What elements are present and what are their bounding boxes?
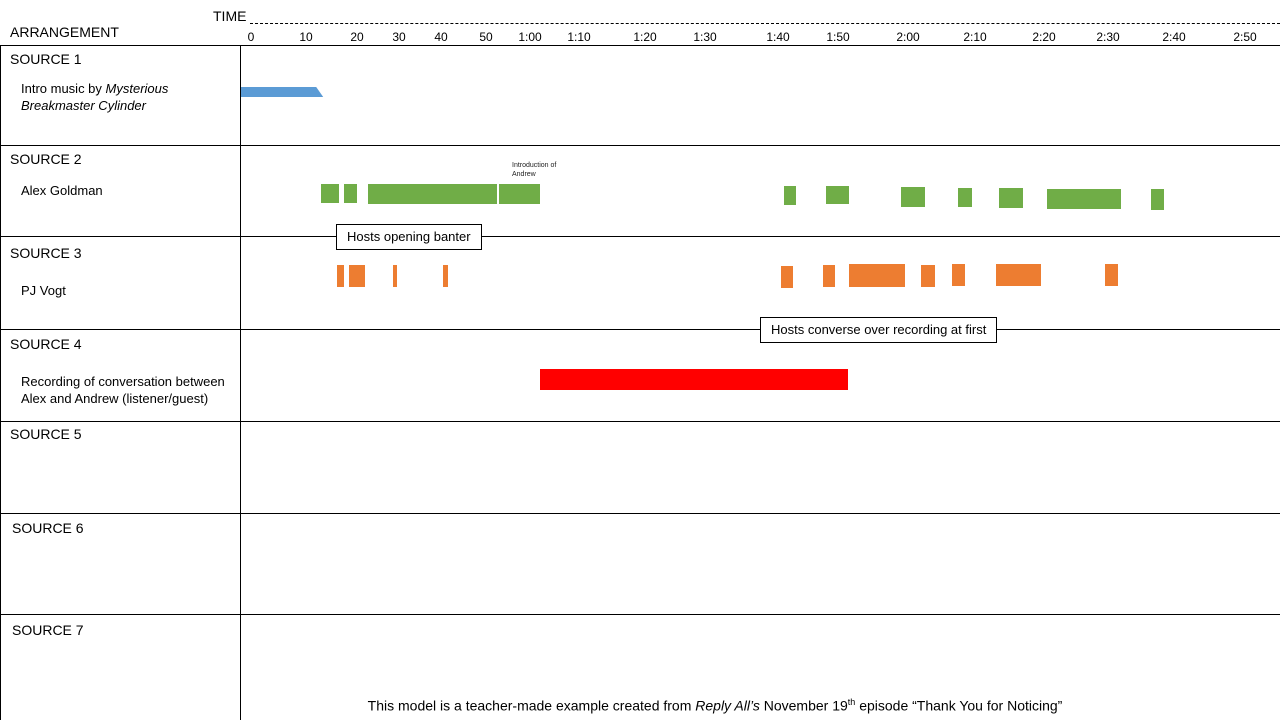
row-divider	[0, 145, 1280, 146]
source-3-segment	[392, 265, 397, 287]
source-2-description: Alex Goldman	[21, 183, 103, 198]
row-divider	[0, 421, 1280, 422]
source-2-segment	[1150, 189, 1165, 210]
time-tick-label: 2:40	[1162, 30, 1186, 44]
source-3-segment	[951, 264, 965, 286]
time-tick-label: 2:20	[1032, 30, 1056, 44]
source-3-segment	[995, 264, 1041, 286]
time-tick-label: 2:50	[1233, 30, 1257, 44]
footer-sup: th	[847, 697, 856, 707]
source-2-segment	[499, 184, 540, 204]
source-3-segment	[781, 266, 793, 288]
source-3-segment	[848, 264, 905, 287]
time-tick-label: 1:20	[633, 30, 657, 44]
time-tick-label: 20	[350, 30, 364, 44]
source-3-segment	[1104, 264, 1118, 286]
row-divider	[0, 614, 1280, 615]
footer-caption: This model is a teacher-made example cre…	[0, 697, 1280, 714]
source-5-title: SOURCE 5	[10, 426, 82, 442]
footer-middle: November 19	[759, 697, 848, 714]
source-3-segment	[336, 265, 345, 287]
source-4-title: SOURCE 4	[10, 336, 82, 352]
source-6-title: SOURCE 6	[12, 520, 84, 536]
time-tick-label: 10	[299, 30, 313, 44]
time-tick-label: 0	[247, 30, 255, 44]
source-4-segment	[539, 369, 849, 390]
arrangement-label: ARRANGEMENT	[10, 24, 119, 40]
source-1-description: Intro music by Mysterious Breakmaster Cy…	[21, 80, 168, 114]
source-1-desc-italic-2: Breakmaster Cylinder	[21, 98, 146, 113]
time-tick-label: 2:30	[1096, 30, 1120, 44]
source-4-desc-line1: Recording of conversation between	[21, 374, 225, 389]
source-2-segment	[826, 186, 849, 204]
source-3-title: SOURCE 3	[10, 245, 82, 261]
time-label: TIME	[213, 8, 247, 24]
time-tick-label: 1:30	[693, 30, 717, 44]
source-3-segment	[921, 265, 935, 287]
source-2-segment	[958, 188, 972, 207]
source-3-segment	[349, 265, 366, 287]
source-2-segment	[1047, 189, 1122, 209]
source-1-title: SOURCE 1	[10, 51, 82, 67]
source-3-segment	[443, 265, 448, 287]
footer-prefix: This model is a teacher-made example cre…	[367, 697, 696, 714]
row-divider	[0, 513, 1280, 514]
time-tick-label: 40	[434, 30, 448, 44]
source-3-description: PJ Vogt	[21, 283, 66, 298]
introduction-note: Introduction of Andrew	[512, 162, 557, 178]
time-tick-label: 2:10	[963, 30, 987, 44]
source-4-desc-line2: Alex and Andrew (listener/guest)	[21, 391, 209, 406]
callout-hosts-converse: Hosts converse over recording at first	[760, 317, 998, 343]
source-1-desc-italic: Mysterious	[105, 81, 169, 96]
time-tick-label: 1:10	[567, 30, 591, 44]
timeline-axis	[250, 23, 1280, 24]
source-2-segment	[321, 184, 340, 203]
time-tick-label: 1:40	[766, 30, 790, 44]
source-2-segment	[999, 188, 1024, 208]
source-2-segment	[367, 184, 497, 204]
source-1-segment	[241, 87, 324, 97]
time-tick-label: 50	[479, 30, 493, 44]
source-2-title: SOURCE 2	[10, 151, 82, 167]
left-border	[0, 45, 1, 720]
row-divider	[0, 236, 1280, 237]
source-2-segment	[784, 186, 796, 205]
source-2-segment	[901, 187, 925, 207]
source-2-segment	[344, 184, 357, 203]
footer-show-name: Reply All’s	[695, 697, 760, 714]
source-3-segment	[823, 265, 835, 287]
time-tick-label: 1:00	[518, 30, 542, 44]
callout-hosts-opening-banter: Hosts opening banter	[336, 224, 482, 250]
source-1-desc-plain: Intro music by	[21, 81, 106, 96]
time-tick-label: 2:00	[896, 30, 920, 44]
row-divider	[0, 45, 1280, 46]
label-column-divider	[240, 45, 241, 720]
row-divider	[0, 329, 1280, 330]
source-4-description: Recording of conversation between Alex a…	[21, 373, 225, 407]
time-tick-label: 30	[392, 30, 406, 44]
source-7-title: SOURCE 7	[12, 622, 84, 638]
time-tick-label: 1:50	[826, 30, 850, 44]
footer-suffix: episode “Thank You for Noticing”	[855, 697, 1063, 714]
